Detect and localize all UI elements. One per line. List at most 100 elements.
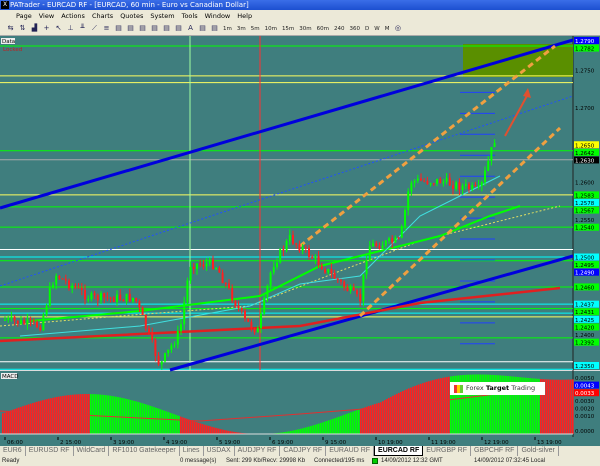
tab-eur6[interactable]: EUR6 [0, 446, 26, 456]
columns-icon[interactable]: ▤ [163, 24, 170, 32]
tab-gold-silver[interactable]: Gold-silver [518, 446, 559, 456]
zoom-out-icon[interactable]: ⇅ [19, 24, 26, 32]
timeframe-1m[interactable]: 1m [223, 25, 232, 32]
price-axis-label: 1.2437 [575, 303, 595, 309]
price-axis-label: 1.2567 [575, 209, 595, 215]
candle [365, 255, 368, 279]
menu-help[interactable]: Help [237, 12, 253, 20]
candle [416, 174, 419, 184]
macd-bar [190, 420, 192, 434]
trendline-icon[interactable]: ⟋ [92, 24, 97, 32]
menu-charts[interactable]: Charts [91, 12, 114, 20]
timeframe-5m[interactable]: 5m [250, 25, 260, 32]
candle [480, 180, 483, 192]
menu-window[interactable]: Window [204, 12, 231, 20]
tab-audjpy-rf[interactable]: AUDJPY RF [235, 446, 281, 456]
menu-tools[interactable]: Tools [181, 12, 198, 20]
clock-icon[interactable]: ◎ [394, 24, 402, 32]
macd-bar [280, 432, 282, 434]
projection-arrow[interactable] [504, 93, 529, 137]
menu-quotes[interactable]: Quotes [120, 12, 144, 20]
text-icon[interactable]: A [188, 24, 193, 32]
status-traffic: Sent: 299 Kb/Recv: 29998 Kb [226, 458, 306, 464]
candle [4, 316, 6, 321]
timeframe-60m[interactable]: 60m [316, 25, 330, 32]
red-lines-icon[interactable]: ▤ [199, 24, 206, 32]
macd-bar [236, 432, 238, 434]
tab-usdax[interactable]: USDAX [204, 446, 235, 456]
fib-fan-icon[interactable]: ▤ [115, 24, 122, 32]
macd-bar [210, 426, 212, 434]
candle [176, 325, 179, 349]
hline-icon[interactable]: ⊥ [67, 24, 74, 32]
timeframe-240[interactable]: 240 [334, 25, 345, 32]
candle [381, 241, 384, 249]
macd-bar [510, 376, 512, 434]
rect2-icon[interactable]: ▤ [139, 24, 146, 32]
macd-bar [556, 379, 558, 434]
fib-icon[interactable]: ≡ [103, 24, 110, 32]
timeframe-15m[interactable]: 15m [281, 25, 295, 32]
candle [109, 296, 112, 303]
price-axis-label: 1.2460 [575, 285, 595, 291]
macd-bar [482, 374, 484, 434]
tab-eurusd-rf[interactable]: EURUSD RF [26, 446, 74, 456]
price-chart[interactable]: Data Locked MACD 1.2790 1.2782 1.2750 1.2700 1.… [0, 36, 600, 446]
candle [244, 308, 246, 322]
tab-eurgbp-rf[interactable]: EURGBP RF [423, 446, 471, 456]
price-axis-label: 1.2642 [575, 151, 594, 157]
timeframe-W[interactable]: W [374, 25, 380, 32]
candle [317, 250, 320, 269]
candle [272, 261, 275, 275]
macd-bar [182, 417, 184, 434]
crosshair-icon[interactable]: + [43, 24, 50, 32]
tab-gbpchf-rf[interactable]: GBPCHF RF [471, 446, 519, 456]
status-messages[interactable]: 0 message(s) [180, 458, 217, 464]
pattern-icon[interactable]: ▤ [151, 24, 158, 32]
yellow-dotted-line [0, 205, 561, 327]
candle [352, 283, 355, 291]
timeframe-3m[interactable]: 3m [236, 25, 246, 32]
price-axis-label-bg [574, 44, 599, 52]
macd-bar [112, 396, 114, 434]
band-icon[interactable]: ▤ [175, 24, 182, 32]
rect-icon[interactable]: ▤ [127, 24, 134, 32]
pointer-icon[interactable]: ↖ [55, 24, 62, 32]
tab-wildcard[interactable]: WildCard [74, 446, 110, 456]
tab-lines[interactable]: Lines [180, 446, 204, 456]
timeframe-M[interactable]: M [384, 25, 390, 32]
zoom-in-icon[interactable]: ⇆ [7, 24, 14, 32]
price-axis-label-bg [574, 191, 599, 199]
menu-system[interactable]: System [150, 12, 175, 20]
macd-bar [424, 382, 426, 434]
channel-upper[interactable] [299, 44, 556, 248]
macd-bar [316, 424, 318, 434]
menu-page[interactable]: Page [16, 12, 32, 20]
channel-lower[interactable] [358, 126, 562, 318]
vline-icon[interactable]: ╨ [80, 24, 85, 32]
candle [388, 236, 390, 244]
macd-bar [346, 413, 348, 434]
timeframe-D[interactable]: D [365, 25, 370, 32]
timeframe-360[interactable]: 360 [349, 25, 361, 32]
tab-cadjpy-rf[interactable]: CADJPY RF [280, 446, 327, 456]
dotted-trendline[interactable] [0, 95, 574, 287]
menu-view[interactable]: View [38, 12, 55, 20]
price-axis-label-bg [574, 315, 599, 323]
macd-bar [552, 379, 554, 434]
price-axis-label-bg [574, 148, 599, 156]
candle [320, 262, 323, 270]
macd-bar [146, 404, 148, 434]
chart-type-icon[interactable]: ▟ [31, 24, 38, 32]
tab-rf1010-gatekeeper[interactable]: RF1010 Gatekeeper [109, 446, 180, 456]
timeframe-30m[interactable]: 30m [299, 25, 312, 32]
tab-euraud-rf[interactable]: EURAUD RF [326, 446, 375, 456]
menu-actions[interactable]: Actions [61, 12, 85, 20]
candle [423, 178, 426, 183]
upper-trendline[interactable] [0, 38, 574, 210]
timeframe-10m[interactable]: 10m [264, 25, 277, 32]
tab-eurcad-rf[interactable]: EURCAD RF [374, 446, 424, 456]
macd-bar [172, 413, 174, 434]
macd-bar [530, 378, 532, 434]
green-lines-icon[interactable]: ▤ [211, 24, 218, 32]
